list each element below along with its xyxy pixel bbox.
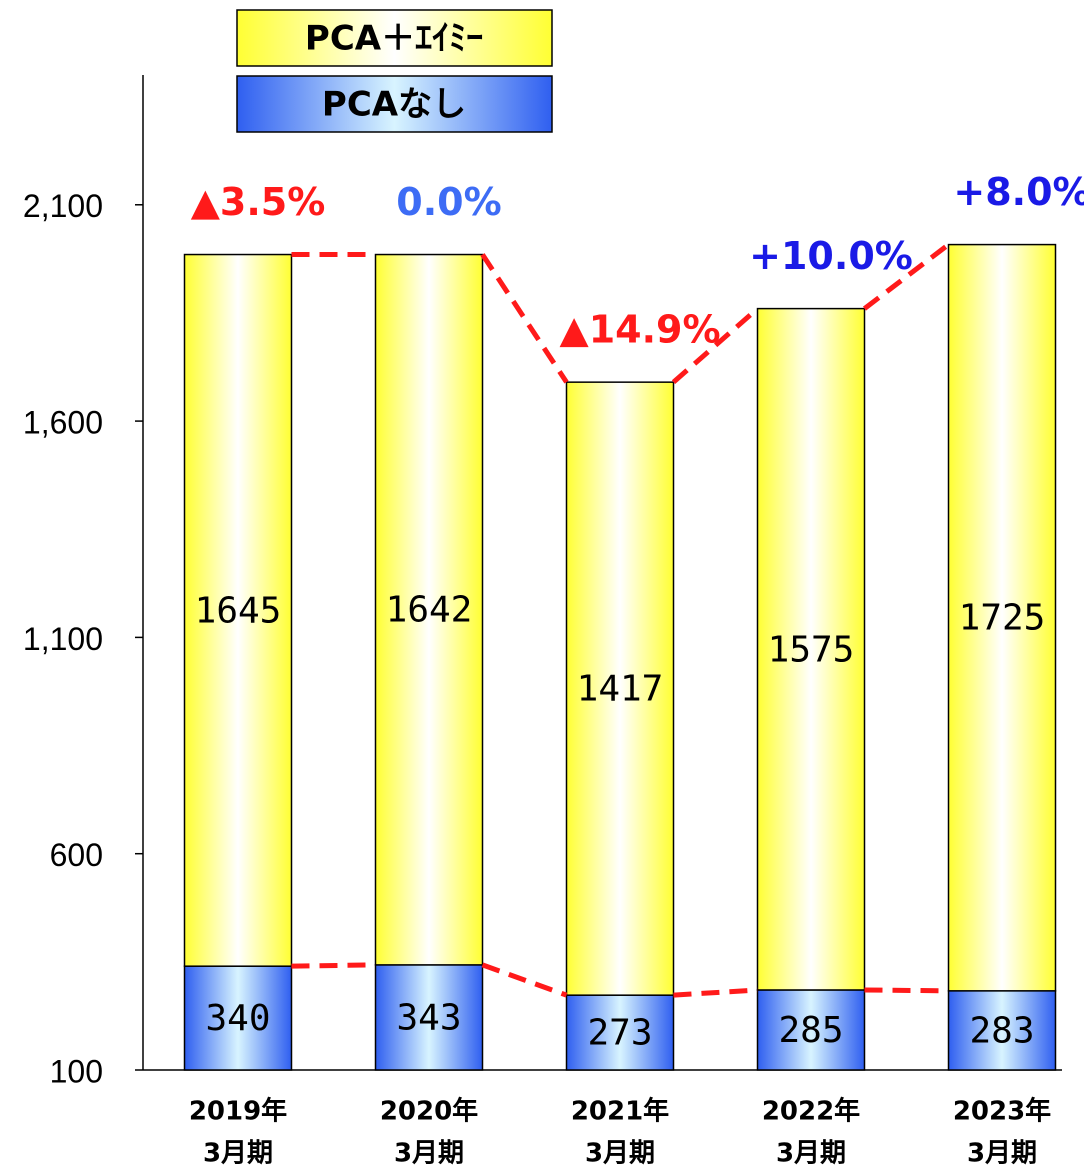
- x-tick-label: 3月期: [585, 1139, 655, 1169]
- x-tick-label: 2020年: [380, 1096, 478, 1127]
- value-label: 1575: [768, 629, 855, 670]
- bar-segment: [183, 253, 293, 967]
- connector: [291, 962, 376, 969]
- connector: [671, 306, 760, 385]
- value-label: 1417: [577, 669, 664, 710]
- annotation: ▲3.5%: [191, 180, 326, 224]
- legend-swatch: [236, 9, 553, 67]
- bar-segment: [565, 381, 675, 996]
- y-tick-label: 1,100: [23, 621, 103, 657]
- bar-segment: [756, 989, 866, 1071]
- value-label: 1645: [195, 590, 282, 631]
- value-label: 273: [587, 1013, 652, 1054]
- y-tick-label: 2,100: [23, 188, 103, 224]
- x-tick-label: 2019年: [189, 1096, 287, 1127]
- x-tick-label: 3月期: [967, 1139, 1037, 1169]
- x-tick-label: 3月期: [203, 1139, 273, 1169]
- annotation: +10.0%: [749, 234, 913, 278]
- bar-segment: [565, 994, 675, 1071]
- x-tick-label: 2021年: [571, 1096, 669, 1127]
- x-tick-label: 3月期: [776, 1139, 846, 1169]
- legend-label: PCA＋ｴｲﾐｰ: [305, 19, 483, 59]
- bar-segment: [374, 964, 484, 1071]
- annotation: +8.0%: [953, 170, 1084, 214]
- value-label: 1642: [386, 590, 473, 631]
- value-label: 343: [396, 997, 461, 1038]
- bar-segment: [756, 307, 866, 991]
- connector: [862, 242, 951, 311]
- y-tick-label: 100: [50, 1053, 103, 1089]
- bar-segment: [947, 243, 1057, 992]
- annotation: 0.0%: [396, 180, 501, 224]
- bar-segment: [183, 965, 293, 1071]
- value-label: 283: [969, 1010, 1034, 1051]
- legend-label: PCAなし: [322, 85, 466, 125]
- connector: [480, 253, 569, 384]
- connector: [673, 987, 758, 998]
- annotation: ▲14.9%: [559, 308, 720, 352]
- value-label: 1725: [959, 598, 1046, 639]
- x-tick-label: 2022年: [762, 1096, 860, 1127]
- y-tick-label: 1,600: [23, 405, 103, 441]
- x-tick-label: 2023年: [953, 1096, 1051, 1127]
- legend-swatch: [236, 75, 553, 133]
- x-tick-label: 3月期: [394, 1139, 464, 1169]
- y-tick-label: 600: [50, 837, 103, 873]
- bar-segment: [374, 253, 484, 966]
- connector: [481, 962, 568, 998]
- value-label: 340: [205, 998, 270, 1039]
- bar-segment: [947, 990, 1057, 1071]
- connector: [864, 987, 949, 994]
- value-label: 285: [778, 1010, 843, 1051]
